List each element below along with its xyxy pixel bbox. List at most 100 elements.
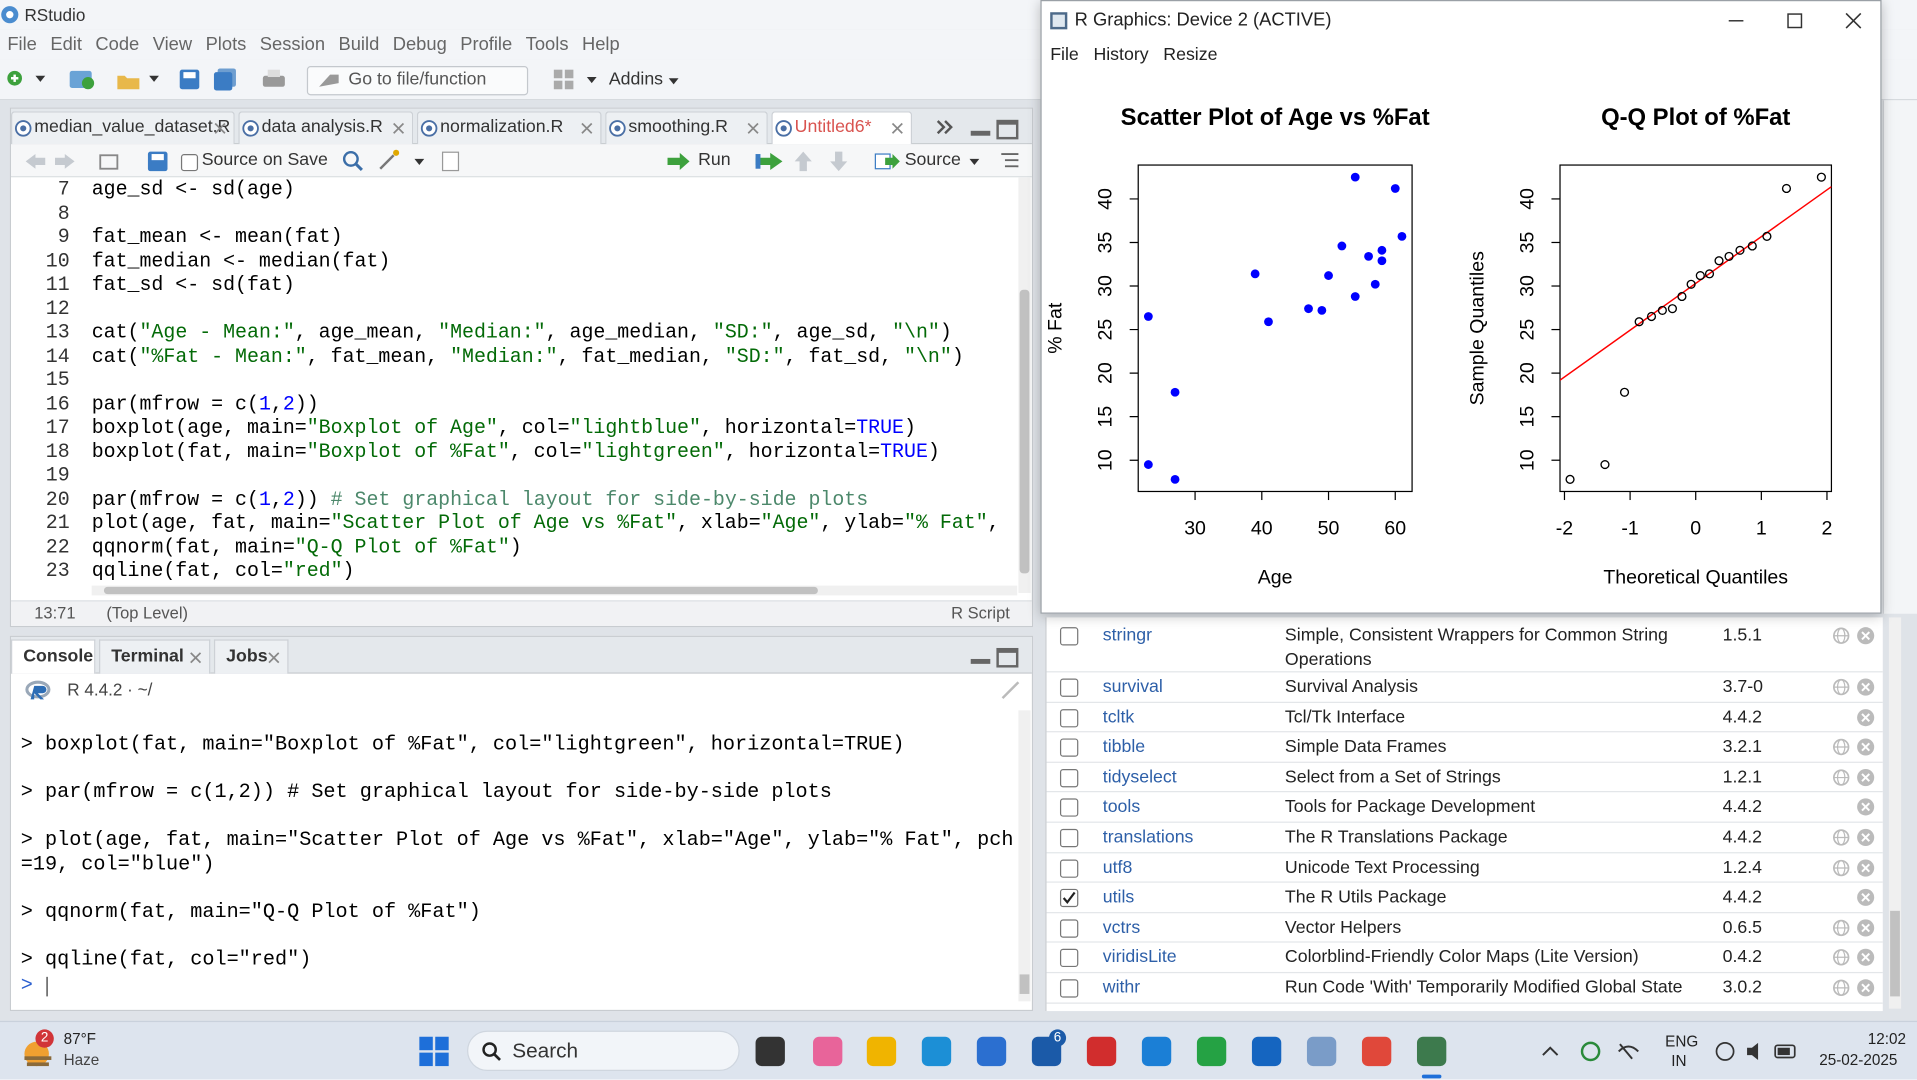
tab-label[interactable]: Terminal bbox=[111, 646, 184, 667]
close-icon[interactable] bbox=[891, 122, 903, 134]
package-website[interactable] bbox=[1833, 919, 1850, 936]
print[interactable] bbox=[262, 68, 286, 90]
package-name[interactable]: survival bbox=[1102, 677, 1163, 697]
system-icons[interactable] bbox=[1715, 1040, 1798, 1062]
start-button[interactable] bbox=[419, 1036, 449, 1067]
package-name[interactable]: viridisLite bbox=[1102, 947, 1177, 968]
taskbar-app[interactable] bbox=[813, 1036, 843, 1067]
tray-chevron[interactable] bbox=[1542, 1046, 1559, 1056]
clock-time[interactable]: 12:02 bbox=[1867, 1030, 1907, 1048]
tab-label[interactable]: Jobs bbox=[226, 646, 268, 667]
menu-item[interactable]: Profile bbox=[460, 34, 513, 56]
menu-item[interactable]: Plots bbox=[205, 34, 247, 56]
menu-item[interactable]: File bbox=[7, 34, 37, 56]
menu-item[interactable]: Code bbox=[95, 34, 140, 56]
source-button[interactable]: Source bbox=[904, 150, 961, 170]
taskbar-app[interactable] bbox=[1416, 1036, 1447, 1067]
package-website[interactable] bbox=[1833, 979, 1850, 997]
menu-item[interactable]: Edit bbox=[50, 34, 82, 56]
taskbar-app[interactable] bbox=[1196, 1036, 1227, 1067]
temperature[interactable]: 87°F bbox=[63, 1030, 97, 1048]
package-remove[interactable] bbox=[1857, 828, 1875, 847]
compile-report[interactable] bbox=[441, 151, 461, 172]
tab-label[interactable]: Untitled6* bbox=[794, 117, 872, 137]
graphics-menu-item[interactable]: File bbox=[1050, 45, 1079, 65]
menu-item[interactable]: View bbox=[152, 34, 193, 56]
package-website[interactable] bbox=[1833, 678, 1850, 696]
console-tab[interactable]: Console bbox=[11, 639, 96, 674]
grid-layout[interactable] bbox=[553, 68, 602, 90]
package-remove[interactable] bbox=[1857, 708, 1875, 726]
taskbar-app[interactable] bbox=[1306, 1036, 1337, 1067]
addins[interactable]: Addins bbox=[608, 69, 664, 90]
package-checkbox[interactable] bbox=[1059, 627, 1079, 646]
package-remove[interactable] bbox=[1857, 919, 1875, 937]
dropdown-arrow[interactable] bbox=[969, 158, 980, 166]
package-name[interactable]: stringr bbox=[1102, 625, 1153, 646]
go-up-down[interactable] bbox=[794, 150, 848, 172]
package-checkbox[interactable] bbox=[1059, 678, 1079, 697]
console-pane-controls[interactable] bbox=[970, 647, 1020, 668]
more-tabs[interactable] bbox=[936, 120, 953, 135]
package-remove[interactable] bbox=[1857, 858, 1875, 877]
package-checkbox[interactable] bbox=[1059, 889, 1079, 908]
taskbar-app[interactable] bbox=[921, 1036, 952, 1067]
package-name[interactable]: vctrs bbox=[1102, 917, 1141, 938]
editor-tab[interactable]: smoothing.R bbox=[605, 111, 768, 145]
region[interactable]: IN bbox=[1671, 1052, 1687, 1070]
menu-item[interactable]: Build bbox=[338, 34, 380, 56]
package-name[interactable]: utf8 bbox=[1102, 857, 1133, 878]
menu-item[interactable]: Tools bbox=[525, 34, 569, 56]
package-checkbox[interactable] bbox=[1059, 828, 1079, 848]
package-name[interactable]: tibble bbox=[1102, 737, 1146, 758]
save[interactable] bbox=[178, 68, 200, 90]
menu-item[interactable]: Debug bbox=[392, 34, 447, 56]
package-remove[interactable] bbox=[1857, 798, 1875, 816]
language[interactable]: ENG bbox=[1665, 1033, 1699, 1051]
taskbar-app[interactable] bbox=[1086, 1036, 1117, 1067]
window-controls[interactable] bbox=[1728, 12, 1863, 29]
taskbar-app[interactable] bbox=[866, 1036, 897, 1067]
package-remove[interactable] bbox=[1857, 627, 1875, 645]
goto-file-box[interactable]: Go to file/function bbox=[306, 66, 529, 96]
weather-condition[interactable]: Haze bbox=[63, 1051, 100, 1069]
package-name[interactable]: withr bbox=[1102, 978, 1141, 998]
new-project[interactable] bbox=[67, 67, 96, 91]
package-remove[interactable] bbox=[1857, 979, 1875, 997]
rerun[interactable] bbox=[755, 152, 785, 170]
taskbar-app[interactable] bbox=[1141, 1036, 1172, 1067]
close-icon[interactable] bbox=[268, 652, 280, 664]
package-remove[interactable] bbox=[1857, 889, 1875, 907]
package-checkbox[interactable] bbox=[1059, 708, 1079, 727]
find[interactable] bbox=[342, 150, 364, 172]
tab-label[interactable]: smoothing.R bbox=[628, 117, 728, 137]
tab-label[interactable]: normalization.R bbox=[440, 117, 564, 137]
save-file[interactable] bbox=[147, 151, 168, 172]
package-remove[interactable] bbox=[1857, 678, 1875, 696]
taskbar-app[interactable] bbox=[976, 1036, 1007, 1067]
menu-item[interactable]: Session bbox=[259, 34, 326, 56]
code-tools[interactable] bbox=[378, 149, 427, 171]
console-tab[interactable]: Terminal bbox=[99, 639, 211, 674]
tray-icons[interactable] bbox=[1580, 1039, 1641, 1063]
package-checkbox[interactable] bbox=[1059, 858, 1079, 878]
minimize-pane[interactable] bbox=[970, 119, 1020, 140]
source-on-save[interactable]: Source on Save bbox=[201, 150, 328, 170]
graphics-menu-item[interactable]: History bbox=[1093, 45, 1149, 65]
package-name[interactable]: tidyselect bbox=[1102, 767, 1177, 788]
new-file[interactable] bbox=[6, 70, 46, 90]
close-icon[interactable] bbox=[214, 122, 226, 134]
package-website[interactable] bbox=[1833, 769, 1850, 786]
editor-tab[interactable]: normalization.R bbox=[416, 111, 602, 145]
search-text[interactable]: Search bbox=[512, 1039, 579, 1063]
source-on-save-box[interactable] bbox=[180, 154, 199, 172]
package-website[interactable] bbox=[1833, 829, 1850, 846]
package-remove[interactable] bbox=[1857, 949, 1875, 967]
package-name[interactable]: translations bbox=[1102, 827, 1194, 848]
taskbar-app[interactable] bbox=[1251, 1036, 1282, 1067]
editor-tab[interactable]: data analysis.R bbox=[238, 111, 414, 145]
package-website[interactable] bbox=[1833, 627, 1850, 644]
package-name[interactable]: tools bbox=[1102, 797, 1141, 818]
package-website[interactable] bbox=[1833, 949, 1850, 966]
package-remove[interactable] bbox=[1857, 738, 1875, 756]
